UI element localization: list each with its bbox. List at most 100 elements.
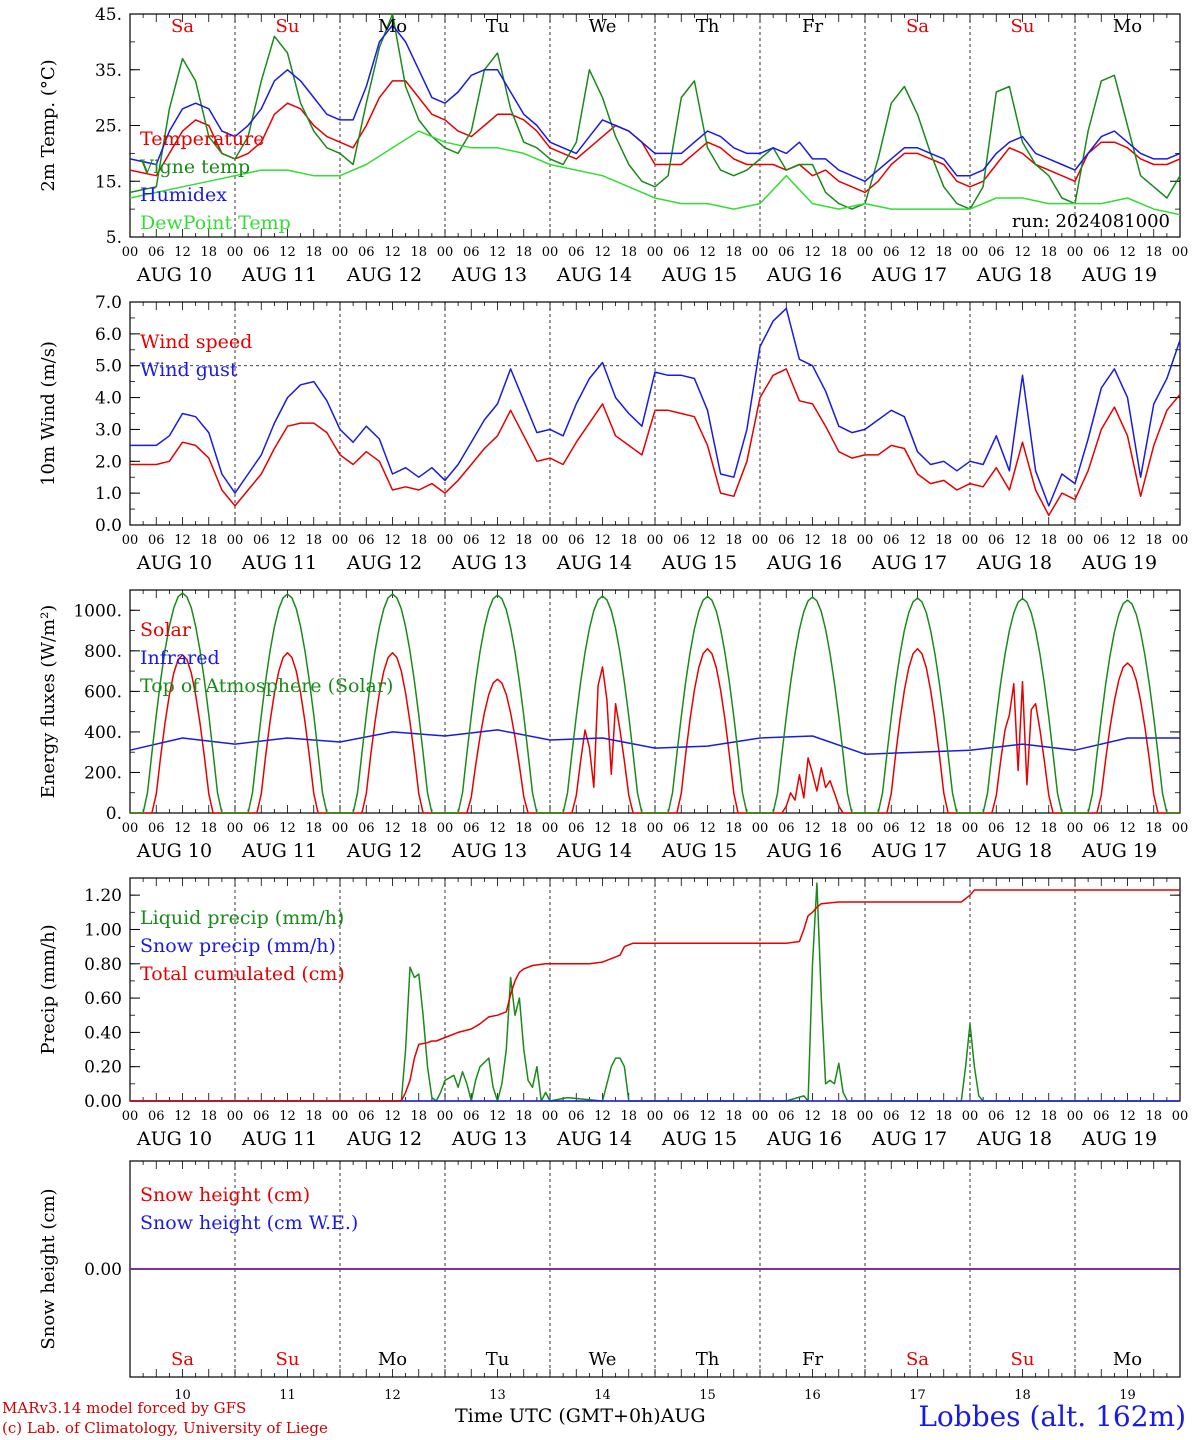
hour-tick-label: 12 — [594, 533, 611, 548]
date-label: AUG 17 — [871, 264, 947, 286]
hour-tick-label: 18 — [725, 1109, 742, 1124]
hour-tick-label: 18 — [935, 533, 952, 548]
hour-tick-label: 12 — [909, 245, 926, 260]
hour-tick-label: 12 — [1119, 1109, 1136, 1124]
hour-tick-label: 06 — [463, 821, 480, 836]
hour-tick-label: 06 — [673, 821, 690, 836]
date-label: AUG 11 — [241, 1128, 317, 1150]
y-axis-label: Snow height (cm) — [38, 1188, 59, 1349]
hour-tick-label: 00 — [542, 1109, 559, 1124]
hour-tick-label: 06 — [988, 821, 1005, 836]
hour-tick-label: 06 — [463, 245, 480, 260]
hour-tick-label: 12 — [909, 821, 926, 836]
y-axis-label: 10m Wind (m/s) — [38, 341, 59, 486]
hour-tick-label: 18 — [200, 533, 217, 548]
weekday-label: Sa — [906, 1349, 929, 1370]
plot-frame — [129, 13, 1181, 238]
hour-tick-label: 12 — [1014, 533, 1031, 548]
hour-tick-label: 00 — [647, 245, 664, 260]
hour-tick-label: 12 — [174, 533, 191, 548]
date-label: AUG 14 — [556, 552, 632, 574]
hour-tick-label: 18 — [515, 1109, 532, 1124]
hour-tick-label: 12 — [909, 533, 926, 548]
hour-tick-label: 06 — [148, 245, 165, 260]
weekday-label: Su — [1011, 1349, 1035, 1370]
day-number-label: 10 — [174, 1388, 191, 1403]
date-label: AUG 17 — [871, 1128, 947, 1150]
y-tick-label: 45. — [95, 5, 122, 25]
date-label: AUG 10 — [136, 1128, 212, 1150]
hour-tick-label: 18 — [935, 245, 952, 260]
hour-tick-label: 18 — [830, 245, 847, 260]
weekday-label: Sa — [906, 16, 929, 37]
date-label: AUG 13 — [451, 264, 527, 286]
hour-tick-label: 12 — [1119, 821, 1136, 836]
hour-tick-label: 06 — [1093, 821, 1110, 836]
y-tick-label: 600. — [84, 682, 122, 702]
plot-frame — [129, 589, 1181, 814]
day-number-label: 13 — [489, 1388, 506, 1403]
hour-tick-label: 12 — [174, 821, 191, 836]
y-tick-label: 25. — [95, 117, 122, 137]
hour-tick-label: 12 — [909, 1109, 926, 1124]
date-label: AUG 10 — [136, 264, 212, 286]
hour-tick-label: 12 — [489, 533, 506, 548]
hour-tick-label: 06 — [1093, 1109, 1110, 1124]
hour-tick-label: 12 — [699, 245, 716, 260]
plot-frame — [129, 301, 1181, 526]
date-label: AUG 14 — [556, 264, 632, 286]
y-tick-label: 1.20 — [84, 886, 122, 906]
hour-tick-label: 06 — [883, 821, 900, 836]
date-label: AUG 10 — [136, 840, 212, 862]
hour-tick-label: 06 — [883, 533, 900, 548]
y-tick-label: 0. — [106, 804, 122, 824]
legend-entry: Total cumulated (cm) — [140, 963, 345, 985]
hour-tick-label: 18 — [305, 533, 322, 548]
hour-tick-label: 18 — [410, 245, 427, 260]
weekday-label: Th — [696, 16, 720, 37]
hour-tick-label: 06 — [568, 821, 585, 836]
hour-tick-label: 00 — [752, 821, 769, 836]
y-tick-label: 1.0 — [95, 484, 122, 504]
date-label: AUG 18 — [976, 552, 1052, 574]
date-label: AUG 12 — [346, 552, 422, 574]
hour-tick-label: 00 — [1172, 821, 1189, 836]
date-label: AUG 19 — [1081, 1128, 1157, 1150]
date-label: AUG 13 — [451, 840, 527, 862]
series-top-of-atmosphere-solar- — [130, 592, 1180, 814]
hour-tick-label: 18 — [1040, 533, 1057, 548]
legend-entry: Snow height (cm W.E.) — [140, 1212, 358, 1234]
y-tick-label: 200. — [84, 763, 122, 783]
hour-tick-label: 18 — [410, 821, 427, 836]
legend-entry: Top of Atmosphere (Solar) — [140, 675, 393, 697]
legend-entry: Humidex — [140, 184, 227, 206]
hour-tick-label: 12 — [384, 1109, 401, 1124]
legend-entry: Solar — [140, 619, 192, 641]
weekday-label: Tu — [486, 16, 510, 37]
hour-tick-label: 18 — [1145, 533, 1162, 548]
legend-entry: Wind gust — [140, 359, 238, 381]
hour-tick-label: 18 — [935, 1109, 952, 1124]
day-number-label: 19 — [1119, 1388, 1136, 1403]
panel-energy: 0. 200. 400. 600. 800. 1000. Energy fluxes (W/… — [38, 589, 1189, 862]
date-label: AUG 17 — [871, 552, 947, 574]
date-label: AUG 19 — [1081, 264, 1157, 286]
legend-entry: Infrared — [140, 647, 220, 669]
hour-tick-label: 00 — [857, 245, 874, 260]
date-label: AUG 14 — [556, 1128, 632, 1150]
hour-tick-label: 06 — [148, 533, 165, 548]
series-dewpoint-temp — [129, 130, 1181, 216]
weekday-label: We — [589, 1349, 617, 1370]
hour-tick-label: 06 — [358, 821, 375, 836]
weekday-label: Su — [276, 16, 300, 37]
date-label: AUG 18 — [976, 264, 1052, 286]
hour-tick-label: 12 — [279, 821, 296, 836]
time-axis-label: Time UTC (GMT+0h) — [455, 1405, 661, 1427]
weekday-label: Su — [1011, 16, 1035, 37]
hour-tick-label: 00 — [752, 533, 769, 548]
y-tick-label: 800. — [84, 642, 122, 662]
hour-tick-label: 18 — [410, 1109, 427, 1124]
hour-tick-label: 18 — [515, 533, 532, 548]
hour-tick-label: 12 — [699, 821, 716, 836]
date-label: AUG 17 — [871, 840, 947, 862]
